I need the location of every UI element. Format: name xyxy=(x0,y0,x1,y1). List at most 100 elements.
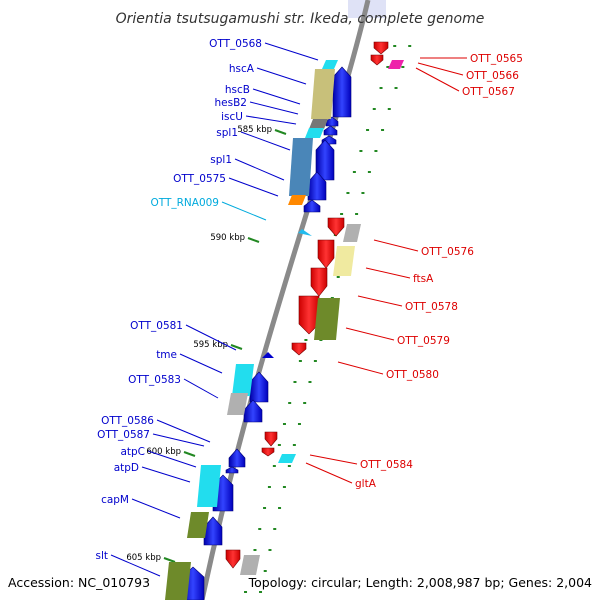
function-box xyxy=(333,246,355,276)
scale-tick-mark xyxy=(183,451,196,457)
label-leader xyxy=(152,433,205,447)
label-leader xyxy=(131,498,181,519)
scale-tick-label: 590 kbp xyxy=(210,233,245,243)
reverse-gene-label: OTT_0565 xyxy=(470,53,523,65)
ring-tick xyxy=(366,129,370,131)
ring-tick xyxy=(336,276,340,278)
reverse-gene-arrow xyxy=(327,217,345,237)
label-leader xyxy=(156,419,211,443)
function-box xyxy=(309,119,328,129)
forward-gene-label: OTT_0587 xyxy=(97,429,150,441)
ring-tick xyxy=(278,507,282,509)
ring-tick xyxy=(393,45,397,47)
function-box xyxy=(343,224,361,242)
label-leader xyxy=(228,177,279,197)
forward-gene-label: OTT_0586 xyxy=(101,415,154,427)
label-leader xyxy=(345,327,395,341)
reverse-gene-label: gltA xyxy=(355,478,377,490)
ring-tick xyxy=(287,465,291,467)
label-leader xyxy=(305,462,353,484)
forward-gene-arrow xyxy=(315,139,335,181)
function-box xyxy=(314,298,340,340)
label-leader xyxy=(141,466,191,483)
ring-tick xyxy=(293,381,297,383)
reverse-gene-arrow xyxy=(373,41,389,55)
function-box xyxy=(288,195,306,205)
label-leader xyxy=(309,454,358,465)
scale-tick-mark xyxy=(163,557,176,563)
reverse-gene-label: ftsA xyxy=(413,273,434,285)
scale-tick-mark xyxy=(247,237,260,243)
ring-tick xyxy=(263,507,267,509)
forward-gene-label: tme xyxy=(156,349,177,361)
label-leader xyxy=(252,88,301,105)
label-leader xyxy=(415,67,460,92)
ring-tick xyxy=(298,360,302,362)
label-leader xyxy=(256,67,307,85)
label-leader xyxy=(357,295,403,307)
scale-ticks: 585 kbp 590 kbp 595 kbp 600 kbp 605 kbp xyxy=(126,125,287,563)
ring-tick xyxy=(408,45,412,47)
forward-gene-arrow xyxy=(249,371,269,403)
forward-gene-label: hesB2 xyxy=(215,97,247,109)
ring-tick xyxy=(272,465,276,467)
ring-tick xyxy=(340,213,344,215)
reverse-gene-arrow xyxy=(310,267,328,297)
forward-gene-arrow xyxy=(303,199,321,213)
function-box xyxy=(187,512,209,538)
scale-tick-label: 595 kbp xyxy=(193,340,228,350)
ring-tick xyxy=(282,423,286,425)
forward-gene-arrow xyxy=(323,125,338,136)
ring-tick xyxy=(361,192,365,194)
ring-tick xyxy=(259,591,263,593)
ring-tick xyxy=(253,549,257,551)
ring-tick xyxy=(263,570,267,572)
forward-gene-arrow xyxy=(332,66,352,118)
forward-gene-arrow xyxy=(262,352,274,358)
reverse-gene-label: OTT_0567 xyxy=(462,86,515,98)
forward-gene-arrow xyxy=(228,448,246,468)
accession-text: Accession: NC_010793 xyxy=(8,575,150,590)
ring-tick xyxy=(313,360,317,362)
ring-tick xyxy=(292,444,296,446)
forward-gene-label: OTT_RNA009 xyxy=(150,197,219,209)
reverse-gene-arrow xyxy=(317,239,335,269)
ring-tick xyxy=(258,528,262,530)
function-box xyxy=(305,128,324,138)
ring-tick xyxy=(303,402,307,404)
reverse-gene-arrow xyxy=(370,54,384,66)
label-leader xyxy=(245,115,297,125)
ring-tick xyxy=(282,486,286,488)
scale-tick-label: 605 kbp xyxy=(126,553,161,563)
function-box xyxy=(289,138,313,196)
forward-gene-label: hscA xyxy=(229,63,255,75)
function-box xyxy=(165,562,191,600)
label-leader xyxy=(373,239,419,252)
ring-tick xyxy=(267,486,271,488)
ring-tick xyxy=(379,87,383,89)
label-leader xyxy=(337,361,384,375)
ring-tick xyxy=(268,549,272,551)
reverse-gene-arrow xyxy=(264,431,278,447)
label-leader xyxy=(249,101,299,115)
ring-tick xyxy=(401,66,405,68)
function-box xyxy=(322,60,338,69)
scale-tick-label: 585 kbp xyxy=(237,125,272,135)
forward-gene-label: OTT_0581 xyxy=(130,320,183,332)
forward-gene-label: OTT_0575 xyxy=(173,173,226,185)
reverse-gene-label: OTT_0579 xyxy=(397,335,450,347)
forward-gene-label: iscU xyxy=(221,111,243,123)
function-box xyxy=(388,60,404,69)
label-leader-lines xyxy=(110,42,467,577)
ring-tick xyxy=(308,381,312,383)
forward-gene-arrow xyxy=(243,399,263,423)
label-leader xyxy=(417,62,464,76)
forward-gene-label: hscB xyxy=(225,84,250,96)
ring-tick xyxy=(355,213,359,215)
forward-gene-label: spl1 xyxy=(216,127,238,139)
label-leader xyxy=(221,201,267,221)
reverse-gene-label: OTT_0566 xyxy=(466,70,519,82)
ring-tick xyxy=(367,171,371,173)
